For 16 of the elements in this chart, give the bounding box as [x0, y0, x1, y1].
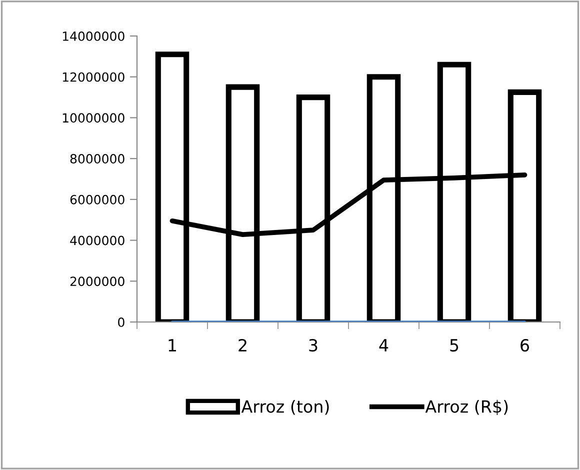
- x-tick-label: 1: [168, 339, 176, 352]
- y-tick-label: 4000000: [70, 236, 124, 246]
- x-tick-label: 2: [238, 338, 246, 352]
- x-tick-label: 3: [309, 338, 318, 352]
- y-tick-label: 14000000: [62, 31, 124, 41]
- y-tick-label: 2000000: [70, 276, 124, 286]
- legend-label: Arroz (ton): [241, 400, 329, 415]
- y-tick-label: 6000000: [70, 194, 124, 204]
- x-tick-label: 6: [520, 338, 530, 352]
- x-tick-label: 4: [379, 339, 388, 352]
- y-tick-label: 8000000: [70, 154, 124, 164]
- y-tick-label: 12000000: [62, 72, 124, 82]
- legend-label: Arroz (R$): [425, 400, 508, 416]
- y-tick-label: 10000000: [62, 113, 124, 123]
- y-tick-label: 0: [118, 317, 124, 327]
- x-tick-label: 5: [450, 339, 458, 352]
